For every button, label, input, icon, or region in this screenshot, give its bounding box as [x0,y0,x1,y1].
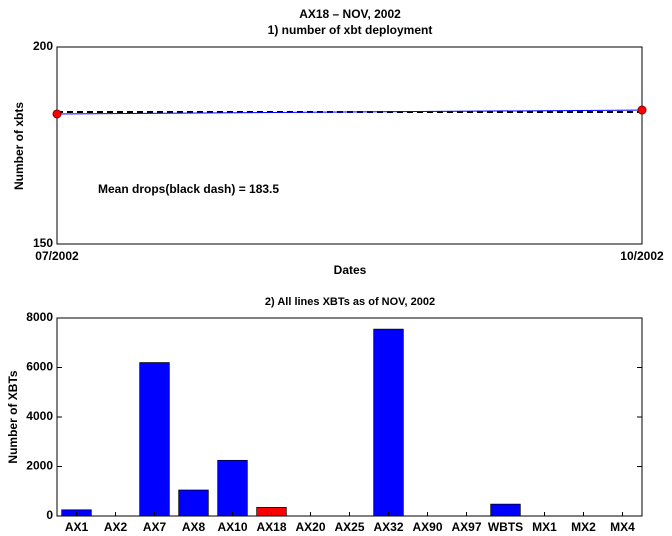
y-tick-label: 8000 [26,310,53,324]
x-tick-label: AX18 [256,520,286,534]
x-tick-label: 10/2002 [620,249,664,263]
chart-title: 2) All lines XBTs as of NOV, 2002 [265,296,435,308]
bar [373,328,404,517]
x-tick-label: WBTS [488,520,523,534]
y-tick-label: 6000 [26,360,53,374]
x-tick-label: AX2 [104,520,128,534]
x-tick-label: AX90 [412,520,442,534]
y-tick-label: 0 [46,508,53,522]
y-tick-label: 2000 [26,459,53,473]
data-point [52,109,62,119]
data-line [56,109,643,115]
y-tick-label: 150 [33,236,53,250]
x-tick-label: MX4 [610,520,635,534]
x-tick-label: AX32 [373,520,403,534]
bar [178,489,209,517]
chart-title: AX18 – NOV, 2002 [299,7,401,21]
annotation: Mean drops(black dash) = 183.5 [98,182,279,196]
y-tick-label: 4000 [26,409,53,423]
bar [217,459,248,517]
x-tick-label: AX20 [295,520,325,534]
x-tick-label: MX1 [532,520,557,534]
x-tick-label: AX97 [451,520,481,534]
x-tick-label: AX1 [65,520,89,534]
chart-subtitle: 1) number of xbt deployment [268,23,433,37]
data-point [637,105,647,115]
x-tick-label: AX10 [217,520,247,534]
x-tick-label: 07/2002 [35,249,79,263]
y-axis-label: Number of XBTs [6,370,20,463]
axes-frame [56,46,643,245]
y-axis-label: Number of xbts [12,102,26,190]
x-tick-label: AX25 [334,520,364,534]
x-tick-label: AX7 [143,520,167,534]
x-axis-label: Dates [334,263,367,277]
x-tick-label: AX8 [182,520,206,534]
bar [139,362,170,517]
x-tick-label: MX2 [571,520,596,534]
y-tick-label: 200 [33,39,53,53]
